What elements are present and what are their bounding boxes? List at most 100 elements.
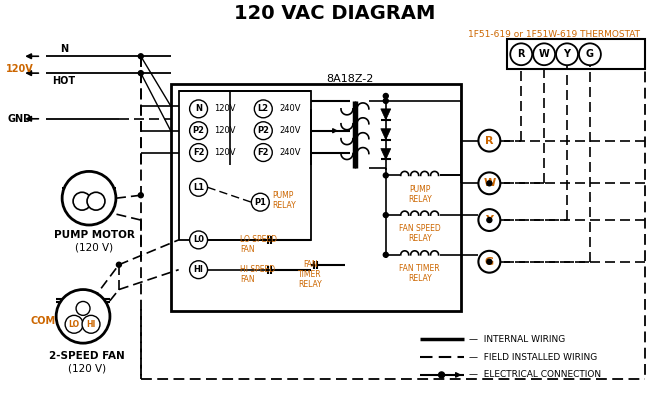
Circle shape — [478, 130, 500, 152]
Text: PUMP: PUMP — [272, 191, 293, 200]
Text: G: G — [586, 49, 594, 59]
Polygon shape — [381, 149, 391, 160]
Circle shape — [87, 192, 105, 210]
Text: (120 V): (120 V) — [68, 364, 106, 374]
Text: —  FIELD INSTALLED WIRING: — FIELD INSTALLED WIRING — [470, 352, 598, 362]
Text: PUMP: PUMP — [409, 185, 430, 194]
Text: HI SPEED: HI SPEED — [241, 265, 275, 274]
Text: P2: P2 — [192, 126, 204, 135]
Text: RELAY: RELAY — [272, 201, 296, 210]
Circle shape — [76, 301, 90, 316]
Text: LO SPEED: LO SPEED — [241, 235, 277, 244]
Circle shape — [478, 209, 500, 231]
Text: 240V: 240V — [279, 148, 301, 157]
Text: W: W — [483, 178, 496, 188]
Text: TIMER: TIMER — [298, 270, 322, 279]
Text: PUMP MOTOR: PUMP MOTOR — [54, 230, 135, 240]
Text: R: R — [485, 136, 494, 146]
Circle shape — [383, 98, 389, 103]
Text: HOT: HOT — [52, 76, 76, 86]
Circle shape — [190, 231, 208, 249]
Circle shape — [439, 372, 444, 378]
Circle shape — [487, 217, 492, 222]
Text: FAN SPEED: FAN SPEED — [399, 225, 440, 233]
Text: RELAY: RELAY — [298, 280, 322, 289]
Text: FAN: FAN — [241, 246, 255, 254]
Text: W: W — [539, 49, 549, 59]
Circle shape — [190, 100, 208, 118]
Text: COM: COM — [31, 316, 56, 326]
Circle shape — [56, 290, 110, 343]
Circle shape — [138, 193, 143, 198]
Text: —  ELECTRICAL CONNECTION: — ELECTRICAL CONNECTION — [470, 370, 602, 380]
Text: 120V: 120V — [214, 126, 236, 135]
Circle shape — [82, 316, 100, 333]
Circle shape — [117, 262, 121, 267]
Polygon shape — [381, 109, 391, 120]
Circle shape — [255, 100, 272, 118]
Polygon shape — [381, 129, 391, 140]
Text: L1: L1 — [193, 183, 204, 192]
Text: HI: HI — [194, 265, 204, 274]
Circle shape — [190, 178, 208, 196]
Circle shape — [511, 43, 532, 65]
Circle shape — [478, 251, 500, 273]
Text: 240V: 240V — [279, 126, 301, 135]
Text: RELAY: RELAY — [408, 274, 431, 283]
Text: FAN TIMER: FAN TIMER — [399, 264, 440, 273]
Circle shape — [533, 43, 555, 65]
Circle shape — [73, 192, 91, 210]
Text: RELAY: RELAY — [408, 234, 431, 243]
Text: 120V: 120V — [214, 148, 236, 157]
Text: —  INTERNAL WIRING: — INTERNAL WIRING — [470, 335, 565, 344]
Text: L0: L0 — [193, 235, 204, 244]
Text: FAN: FAN — [241, 275, 255, 284]
Text: 120 VAC DIAGRAM: 120 VAC DIAGRAM — [234, 4, 436, 23]
Text: HI: HI — [86, 320, 96, 329]
Text: P1: P1 — [255, 198, 266, 207]
Circle shape — [65, 316, 83, 333]
Circle shape — [383, 252, 389, 257]
Circle shape — [138, 54, 143, 59]
Text: 120V: 120V — [214, 104, 236, 114]
Text: N: N — [60, 44, 68, 54]
Circle shape — [255, 122, 272, 140]
Text: (120 V): (120 V) — [75, 243, 113, 253]
Circle shape — [190, 122, 208, 140]
Bar — [179, 91, 311, 240]
Circle shape — [62, 171, 116, 225]
Text: F2: F2 — [193, 148, 204, 157]
Text: N: N — [195, 104, 202, 114]
Text: RELAY: RELAY — [408, 195, 431, 204]
Text: Y: Y — [485, 215, 493, 225]
Text: G: G — [485, 257, 494, 267]
Circle shape — [255, 144, 272, 161]
Text: LO: LO — [68, 320, 80, 329]
Text: 240V: 240V — [279, 104, 301, 114]
Text: 120V: 120V — [5, 64, 34, 74]
Text: 2-SPEED FAN: 2-SPEED FAN — [49, 351, 125, 361]
Text: 8A18Z-2: 8A18Z-2 — [326, 74, 374, 84]
Text: P2: P2 — [257, 126, 269, 135]
Text: Y: Y — [563, 49, 571, 59]
Circle shape — [478, 172, 500, 194]
Circle shape — [383, 93, 389, 98]
Circle shape — [251, 193, 269, 211]
Circle shape — [487, 181, 492, 186]
Circle shape — [556, 43, 578, 65]
Text: 1F51-619 or 1F51W-619 THERMOSTAT: 1F51-619 or 1F51W-619 THERMOSTAT — [468, 30, 640, 39]
Circle shape — [487, 259, 492, 264]
Bar — [171, 84, 462, 311]
Text: GND: GND — [7, 114, 31, 124]
Circle shape — [579, 43, 601, 65]
Circle shape — [138, 71, 143, 75]
Circle shape — [383, 173, 389, 178]
Text: FAN: FAN — [303, 260, 318, 269]
Text: F2: F2 — [257, 148, 269, 157]
Circle shape — [190, 261, 208, 279]
Circle shape — [383, 212, 389, 217]
Text: L2: L2 — [258, 104, 269, 114]
Bar — [507, 39, 645, 69]
Text: R: R — [517, 49, 525, 59]
Circle shape — [190, 144, 208, 161]
